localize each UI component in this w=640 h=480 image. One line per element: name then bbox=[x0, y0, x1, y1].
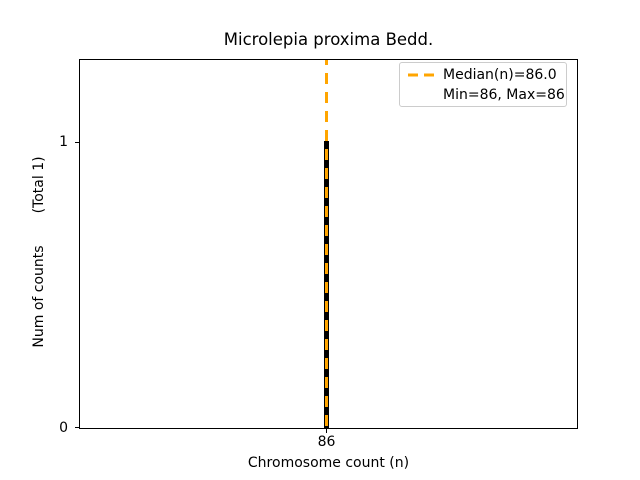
y-axis-label-main: Num of counts bbox=[31, 245, 47, 348]
median-line bbox=[325, 60, 328, 428]
plot-area: Median(n)=86.0 Min=86, Max=86 bbox=[79, 59, 578, 429]
chart-title: Microlepia proxima Bedd. bbox=[223, 30, 434, 49]
legend-entry-minmax: Min=86, Max=86 bbox=[400, 85, 566, 105]
legend: Median(n)=86.0 Min=86, Max=86 bbox=[399, 62, 567, 107]
x-axis-label: Chromosome count (n) bbox=[247, 455, 410, 471]
y-axis-label: Num of counts (Total 1) bbox=[31, 156, 47, 347]
x-tick-label-86: 86 bbox=[317, 434, 336, 450]
legend-entry-median: Median(n)=86.0 bbox=[400, 65, 566, 85]
legend-label-median: Median(n)=86.0 bbox=[443, 67, 557, 83]
median-line-sample-icon bbox=[408, 73, 434, 77]
y-tick-label-0: 0 bbox=[59, 420, 68, 436]
y-tick-label-1: 1 bbox=[59, 134, 68, 150]
x-tick-mark-86 bbox=[326, 429, 327, 433]
y-tick-mark-1 bbox=[75, 142, 79, 143]
y-tick-mark-0 bbox=[75, 427, 79, 428]
y-axis-label-total: (Total 1) bbox=[31, 156, 47, 214]
legend-label-minmax: Min=86, Max=86 bbox=[443, 87, 565, 103]
